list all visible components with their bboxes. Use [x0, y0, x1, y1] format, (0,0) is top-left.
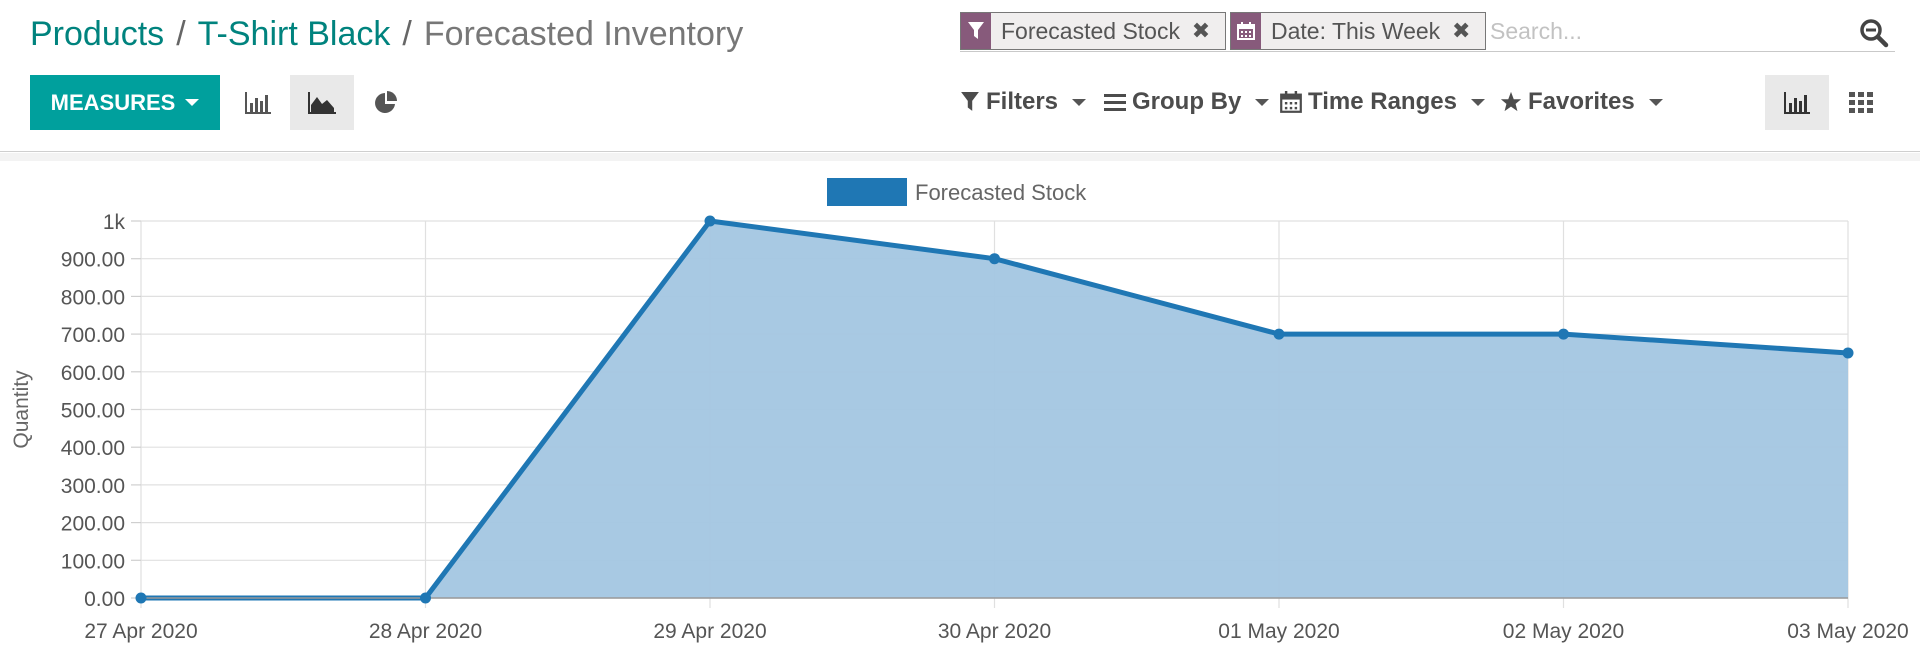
pie-chart-mode-button[interactable]: [354, 75, 418, 130]
y-tick-label: 900.00: [61, 249, 125, 272]
caret-down-icon: [185, 99, 200, 106]
y-tick-label: 500.00: [61, 400, 125, 423]
favorites-dropdown[interactable]: Favorites: [1500, 80, 1663, 124]
y-tick-label: 0.00: [84, 588, 125, 611]
data-point[interactable]: [989, 253, 1000, 265]
series-area: [141, 221, 1848, 598]
data-point[interactable]: [1842, 347, 1854, 359]
breadcrumb-separator: /: [402, 15, 412, 53]
x-tick-label: 02 May 2020: [1503, 620, 1624, 643]
list-icon: [1104, 94, 1126, 111]
graph-view-button[interactable]: [1765, 75, 1829, 130]
facet-label: Date: This Week: [1271, 18, 1441, 44]
calendar-icon: [1280, 91, 1302, 113]
data-point[interactable]: [1273, 328, 1285, 340]
breadcrumb: Products / T-Shirt Black / Forecasted Invent…: [30, 14, 743, 54]
x-tick-label: 03 May 2020: [1787, 620, 1908, 643]
caret-down-icon: [1470, 98, 1485, 106]
timeranges-dropdown[interactable]: Time Ranges: [1280, 80, 1485, 124]
y-tick-label: 1k: [103, 211, 126, 234]
filter-icon: [961, 13, 991, 49]
data-point[interactable]: [420, 592, 431, 604]
star-icon: [1500, 91, 1522, 112]
area-chart-icon: [308, 91, 336, 114]
y-tick-label: 200.00: [61, 513, 125, 536]
close-icon[interactable]: ✖: [1191, 18, 1211, 43]
filters-dropdown[interactable]: Filters: [960, 80, 1087, 124]
groupby-dropdown[interactable]: Group By: [1104, 80, 1270, 124]
pivot-view-button[interactable]: [1829, 75, 1893, 130]
chart-legend[interactable]: Forecasted Stock: [827, 178, 1087, 206]
data-point[interactable]: [704, 215, 716, 227]
caret-down-icon: [1072, 98, 1087, 106]
filters-label: Filters: [986, 88, 1059, 115]
x-tick-label: 30 Apr 2020: [938, 620, 1051, 643]
y-tick-label: 300.00: [61, 475, 125, 498]
breadcrumb-products[interactable]: Products: [30, 15, 165, 53]
legend-label: Forecasted Stock: [915, 180, 1087, 205]
y-tick-label: 100.00: [61, 550, 125, 573]
area-chart: Forecasted Stock 0.00 100.00 200.00 300.00 40…: [10, 178, 1909, 643]
search-bar: Forecasted Stock ✖ Date: This Week ✖: [960, 12, 1895, 52]
x-tick-label: 27 Apr 2020: [84, 620, 197, 643]
search-facet-date: Date: This Week ✖: [1230, 12, 1486, 50]
caret-down-icon: [1255, 98, 1270, 106]
area-chart-mode-button[interactable]: [290, 75, 354, 130]
filter-icon: [961, 92, 979, 111]
measures-label: MEASURES: [50, 89, 176, 115]
search-input[interactable]: [1490, 14, 1850, 48]
graph-view: Forecasted Stock 0.00 100.00 200.00 300.00 40…: [0, 161, 1920, 664]
graph-view-icon: [1784, 91, 1810, 114]
calendar-icon: [1231, 13, 1261, 49]
breadcrumb-separator: /: [176, 15, 186, 53]
groupby-label: Group By: [1132, 88, 1242, 115]
y-tick-label: 400.00: [61, 437, 125, 460]
bar-chart-mode-button[interactable]: [226, 75, 290, 130]
pivot-view-icon: [1849, 91, 1873, 113]
x-tick-label: 01 May 2020: [1218, 620, 1339, 643]
search-facet-filter: Forecasted Stock ✖: [960, 12, 1226, 50]
facet-label: Forecasted Stock: [1001, 18, 1180, 44]
data-point[interactable]: [1558, 328, 1569, 340]
timeranges-label: Time Ranges: [1308, 88, 1457, 115]
legend-swatch: [827, 178, 907, 206]
breadcrumb-tshirt-black[interactable]: T-Shirt Black: [197, 15, 391, 53]
x-tick-label: 29 Apr 2020: [653, 620, 766, 643]
panel-separator: [0, 153, 1920, 161]
y-tick-label: 700.00: [61, 324, 125, 347]
y-axis-label: Quantity: [10, 370, 33, 449]
y-tick-label: 600.00: [61, 362, 125, 385]
measures-button[interactable]: MEASURES: [30, 75, 220, 130]
page-title: Forecasted Inventory: [423, 15, 744, 53]
data-point[interactable]: [135, 592, 147, 604]
x-tick-label: 28 Apr 2020: [369, 620, 482, 643]
bar-chart-icon: [245, 91, 271, 114]
search-icon[interactable]: [1859, 18, 1889, 48]
favorites-label: Favorites: [1528, 88, 1635, 115]
y-tick-label: 800.00: [61, 286, 125, 309]
close-icon[interactable]: ✖: [1451, 18, 1471, 43]
caret-down-icon: [1648, 98, 1663, 106]
pie-chart-icon: [375, 90, 397, 113]
control-panel: Products / T-Shirt Black / Forecasted Invent…: [0, 0, 1920, 152]
